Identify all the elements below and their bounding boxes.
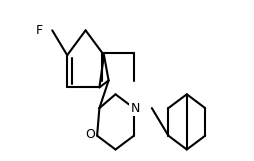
Text: O: O — [85, 128, 95, 141]
Text: F: F — [36, 24, 43, 37]
Text: N: N — [130, 102, 140, 115]
